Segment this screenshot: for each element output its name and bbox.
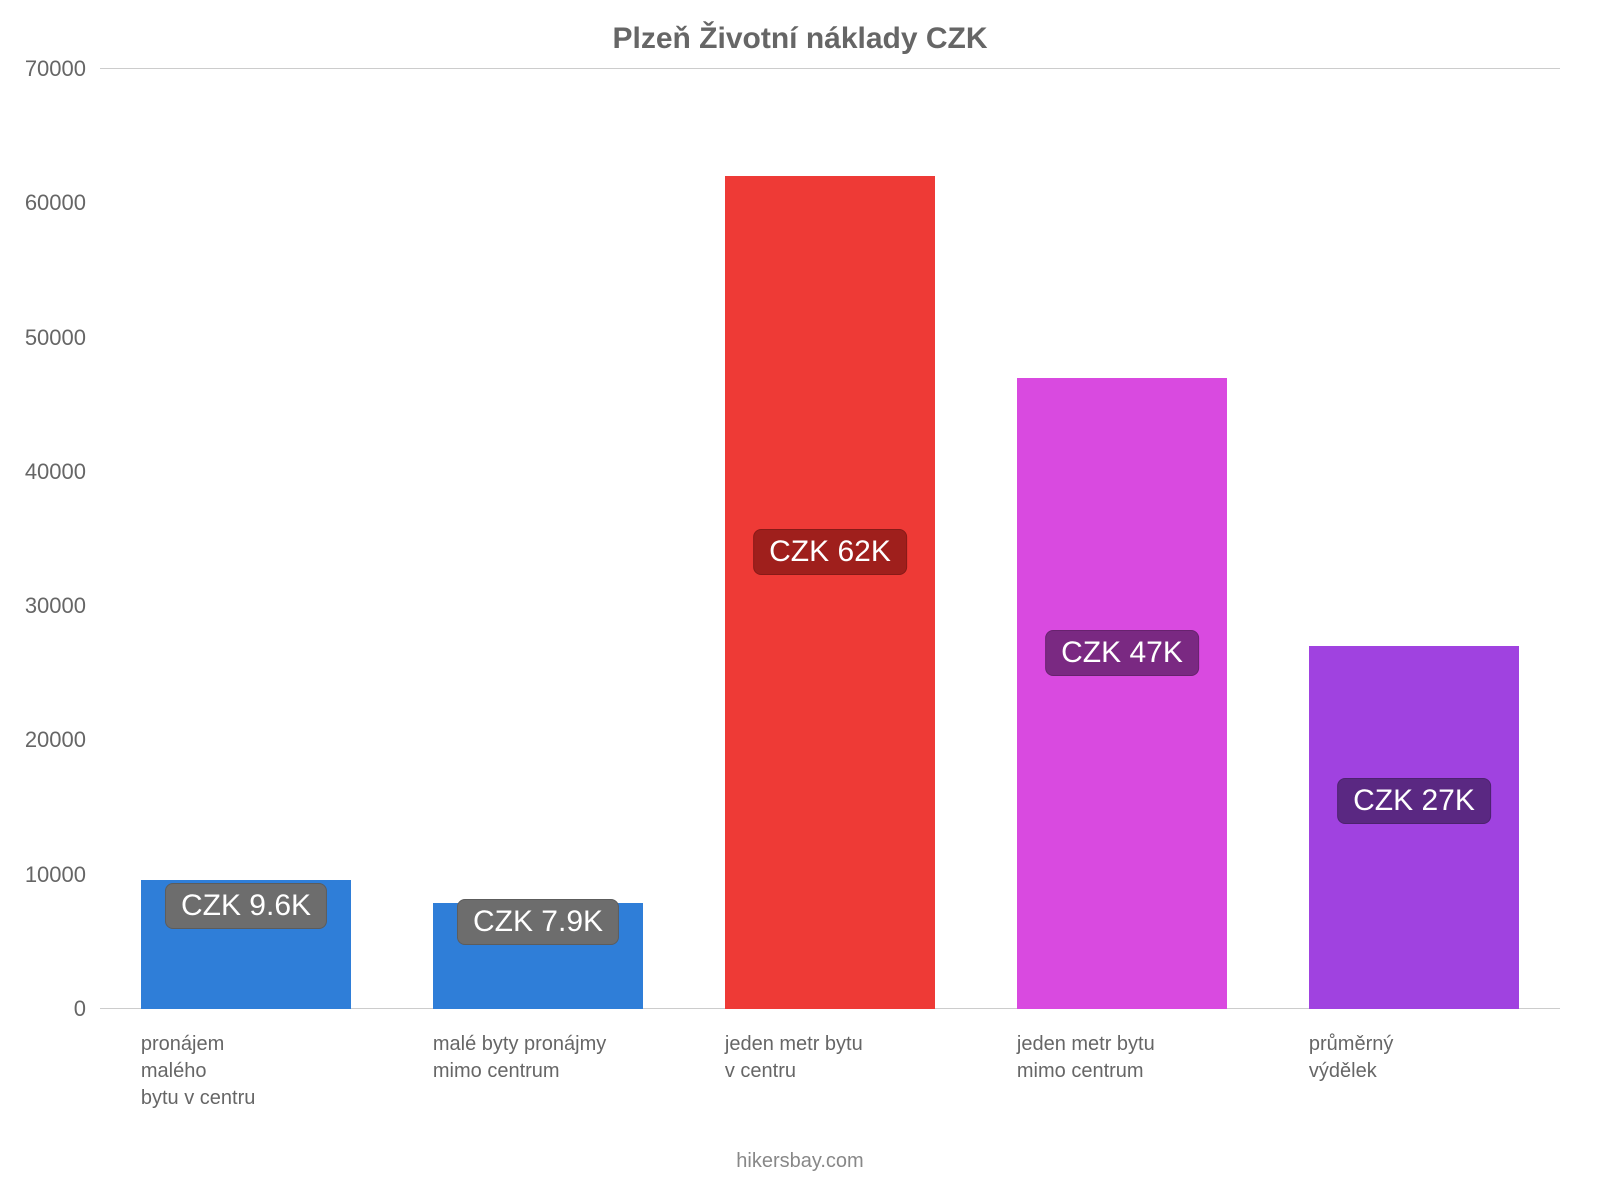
y-tick-label: 0 [74, 996, 100, 1022]
y-tick-label: 40000 [25, 459, 100, 485]
y-tick-label: 70000 [25, 56, 100, 82]
y-tick-label: 20000 [25, 727, 100, 753]
cost-of-living-chart: Plzeň Životní náklady CZK 01000020000300… [0, 0, 1600, 1200]
y-tick-label: 30000 [25, 593, 100, 619]
x-category-label: jeden metr bytu v centru [725, 1031, 935, 1085]
bar-value-label: CZK 7.9K [457, 899, 619, 945]
bar-value-label: CZK 47K [1045, 630, 1199, 676]
x-category-label: jeden metr bytu mimo centrum [1017, 1031, 1227, 1085]
y-tick-label: 10000 [25, 862, 100, 888]
x-category-label: průměrný výdělek [1309, 1031, 1519, 1085]
bar [1017, 378, 1227, 1009]
x-category-label: malé byty pronájmy mimo centrum [433, 1031, 643, 1085]
plot-area: 010000200003000040000500006000070000CZK … [100, 68, 1560, 1009]
y-tick-label: 60000 [25, 190, 100, 216]
bar-value-label: CZK 9.6K [165, 883, 327, 929]
bar-value-label: CZK 62K [753, 529, 907, 575]
attribution-text: hikersbay.com [0, 1150, 1600, 1173]
bar-value-label: CZK 27K [1337, 778, 1491, 824]
chart-title: Plzeň Životní náklady CZK [0, 22, 1600, 56]
x-category-label: pronájem malého bytu v centru [141, 1031, 351, 1112]
bar [1309, 646, 1519, 1009]
bar [725, 176, 935, 1009]
y-tick-label: 50000 [25, 325, 100, 351]
